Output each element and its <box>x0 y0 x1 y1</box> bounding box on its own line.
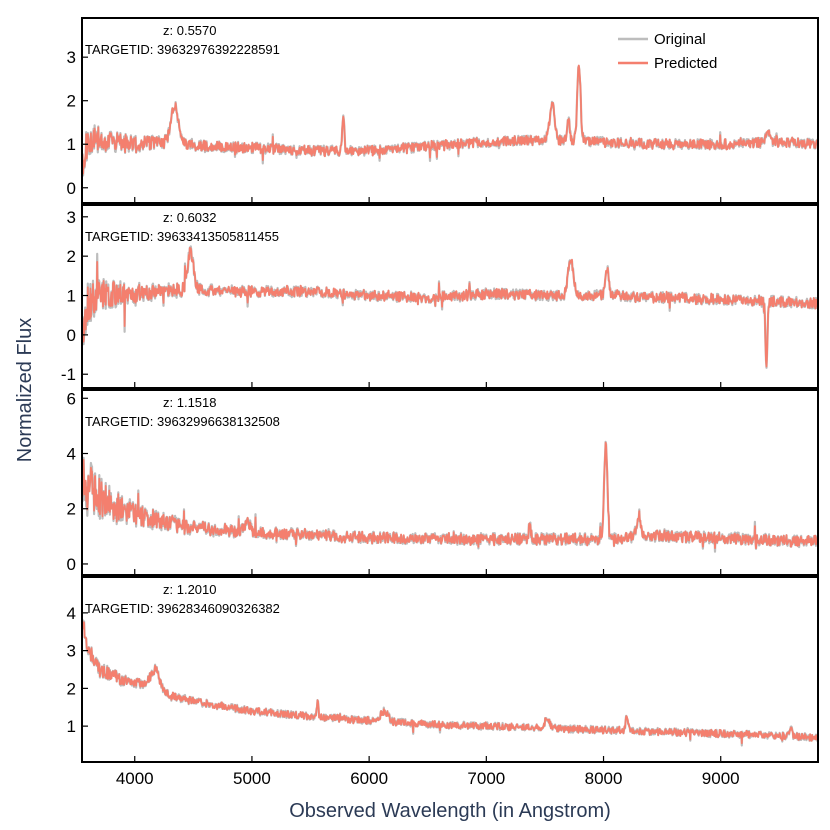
redshift-label: z: 1.2010 <box>163 582 217 597</box>
x-axis-title: Observed Wavelength (in Angstrom) <box>289 800 611 822</box>
panel-frame <box>81 204 819 389</box>
panel-series <box>82 618 818 747</box>
panel-frame <box>81 17 819 204</box>
panel-1: 0 1 2 3 z: 0.5570 TARGETID: 39632976392228591… <box>67 17 819 204</box>
legend-predicted-label: Predicted <box>654 55 717 72</box>
y-tick-label: 3 <box>67 208 76 227</box>
y-tick-label: 2 <box>67 92 76 111</box>
panel-series <box>82 64 818 177</box>
panel-3: 0 2 4 6 z: 1.1518 TARGETID: 39632996638132508 <box>67 389 819 576</box>
y-tick-label: 2 <box>67 247 76 266</box>
predicted-series-line <box>82 620 818 745</box>
panel-4: 1 2 3 4 z: 1.2010 TARGETID: 39628346090326382… <box>67 576 819 788</box>
predicted-series-line <box>82 441 818 550</box>
panel-frame <box>81 389 819 576</box>
target-id-label: TARGETID: 39632976392228591 <box>85 42 280 57</box>
redshift-label: z: 0.5570 <box>163 23 217 38</box>
panels-layer: 0 1 2 3 z: 0.5570 TARGETID: 39632976392228591… <box>61 17 819 788</box>
x-tick-label: 8000 <box>585 769 623 788</box>
original-series-line <box>82 65 818 177</box>
y-tick-label: 1 <box>67 287 76 306</box>
panel-series <box>82 245 818 369</box>
target-id-label: TARGETID: 39632996638132508 <box>85 414 280 429</box>
redshift-label: z: 0.6032 <box>163 210 217 225</box>
original-series-line <box>82 245 818 369</box>
legend-original-label: Original <box>654 31 706 48</box>
y-tick-label: 0 <box>67 555 76 574</box>
target-id-label: TARGETID: 39628346090326382 <box>85 601 280 616</box>
x-tick-label: 6000 <box>350 769 388 788</box>
target-id-label: TARGETID: 39633413505811455 <box>85 229 279 244</box>
panel-series <box>82 440 818 553</box>
y-tick-label: 3 <box>67 48 76 67</box>
x-tick-label: 7000 <box>467 769 505 788</box>
y-tick-label: 2 <box>67 500 76 519</box>
y-tick-label: 6 <box>67 389 76 408</box>
y-tick-label: 0 <box>67 179 76 198</box>
redshift-label: z: 1.1518 <box>163 395 217 410</box>
panel-2: -1 0 1 2 3 z: 0.6032 TARGETID: 396334135058114… <box>61 204 819 389</box>
x-tick-label: 5000 <box>233 769 271 788</box>
y-tick-label: -1 <box>61 365 76 384</box>
y-tick-label: 1 <box>67 135 76 154</box>
y-tick-label: 3 <box>67 642 76 661</box>
y-tick-label: 0 <box>67 326 76 345</box>
x-tick-label: 9000 <box>702 769 740 788</box>
predicted-series-line <box>82 247 818 368</box>
legend: Original Predicted <box>618 31 717 72</box>
x-tick-label: 4000 <box>116 769 154 788</box>
y-tick-label: 4 <box>67 604 76 623</box>
y-axis-title: Normalized Flux <box>14 318 36 462</box>
y-tick-label: 1 <box>67 717 76 736</box>
panel-frame <box>81 576 819 763</box>
y-tick-label: 4 <box>67 445 76 464</box>
predicted-series-line <box>82 64 818 175</box>
y-tick-label: 2 <box>67 679 76 698</box>
